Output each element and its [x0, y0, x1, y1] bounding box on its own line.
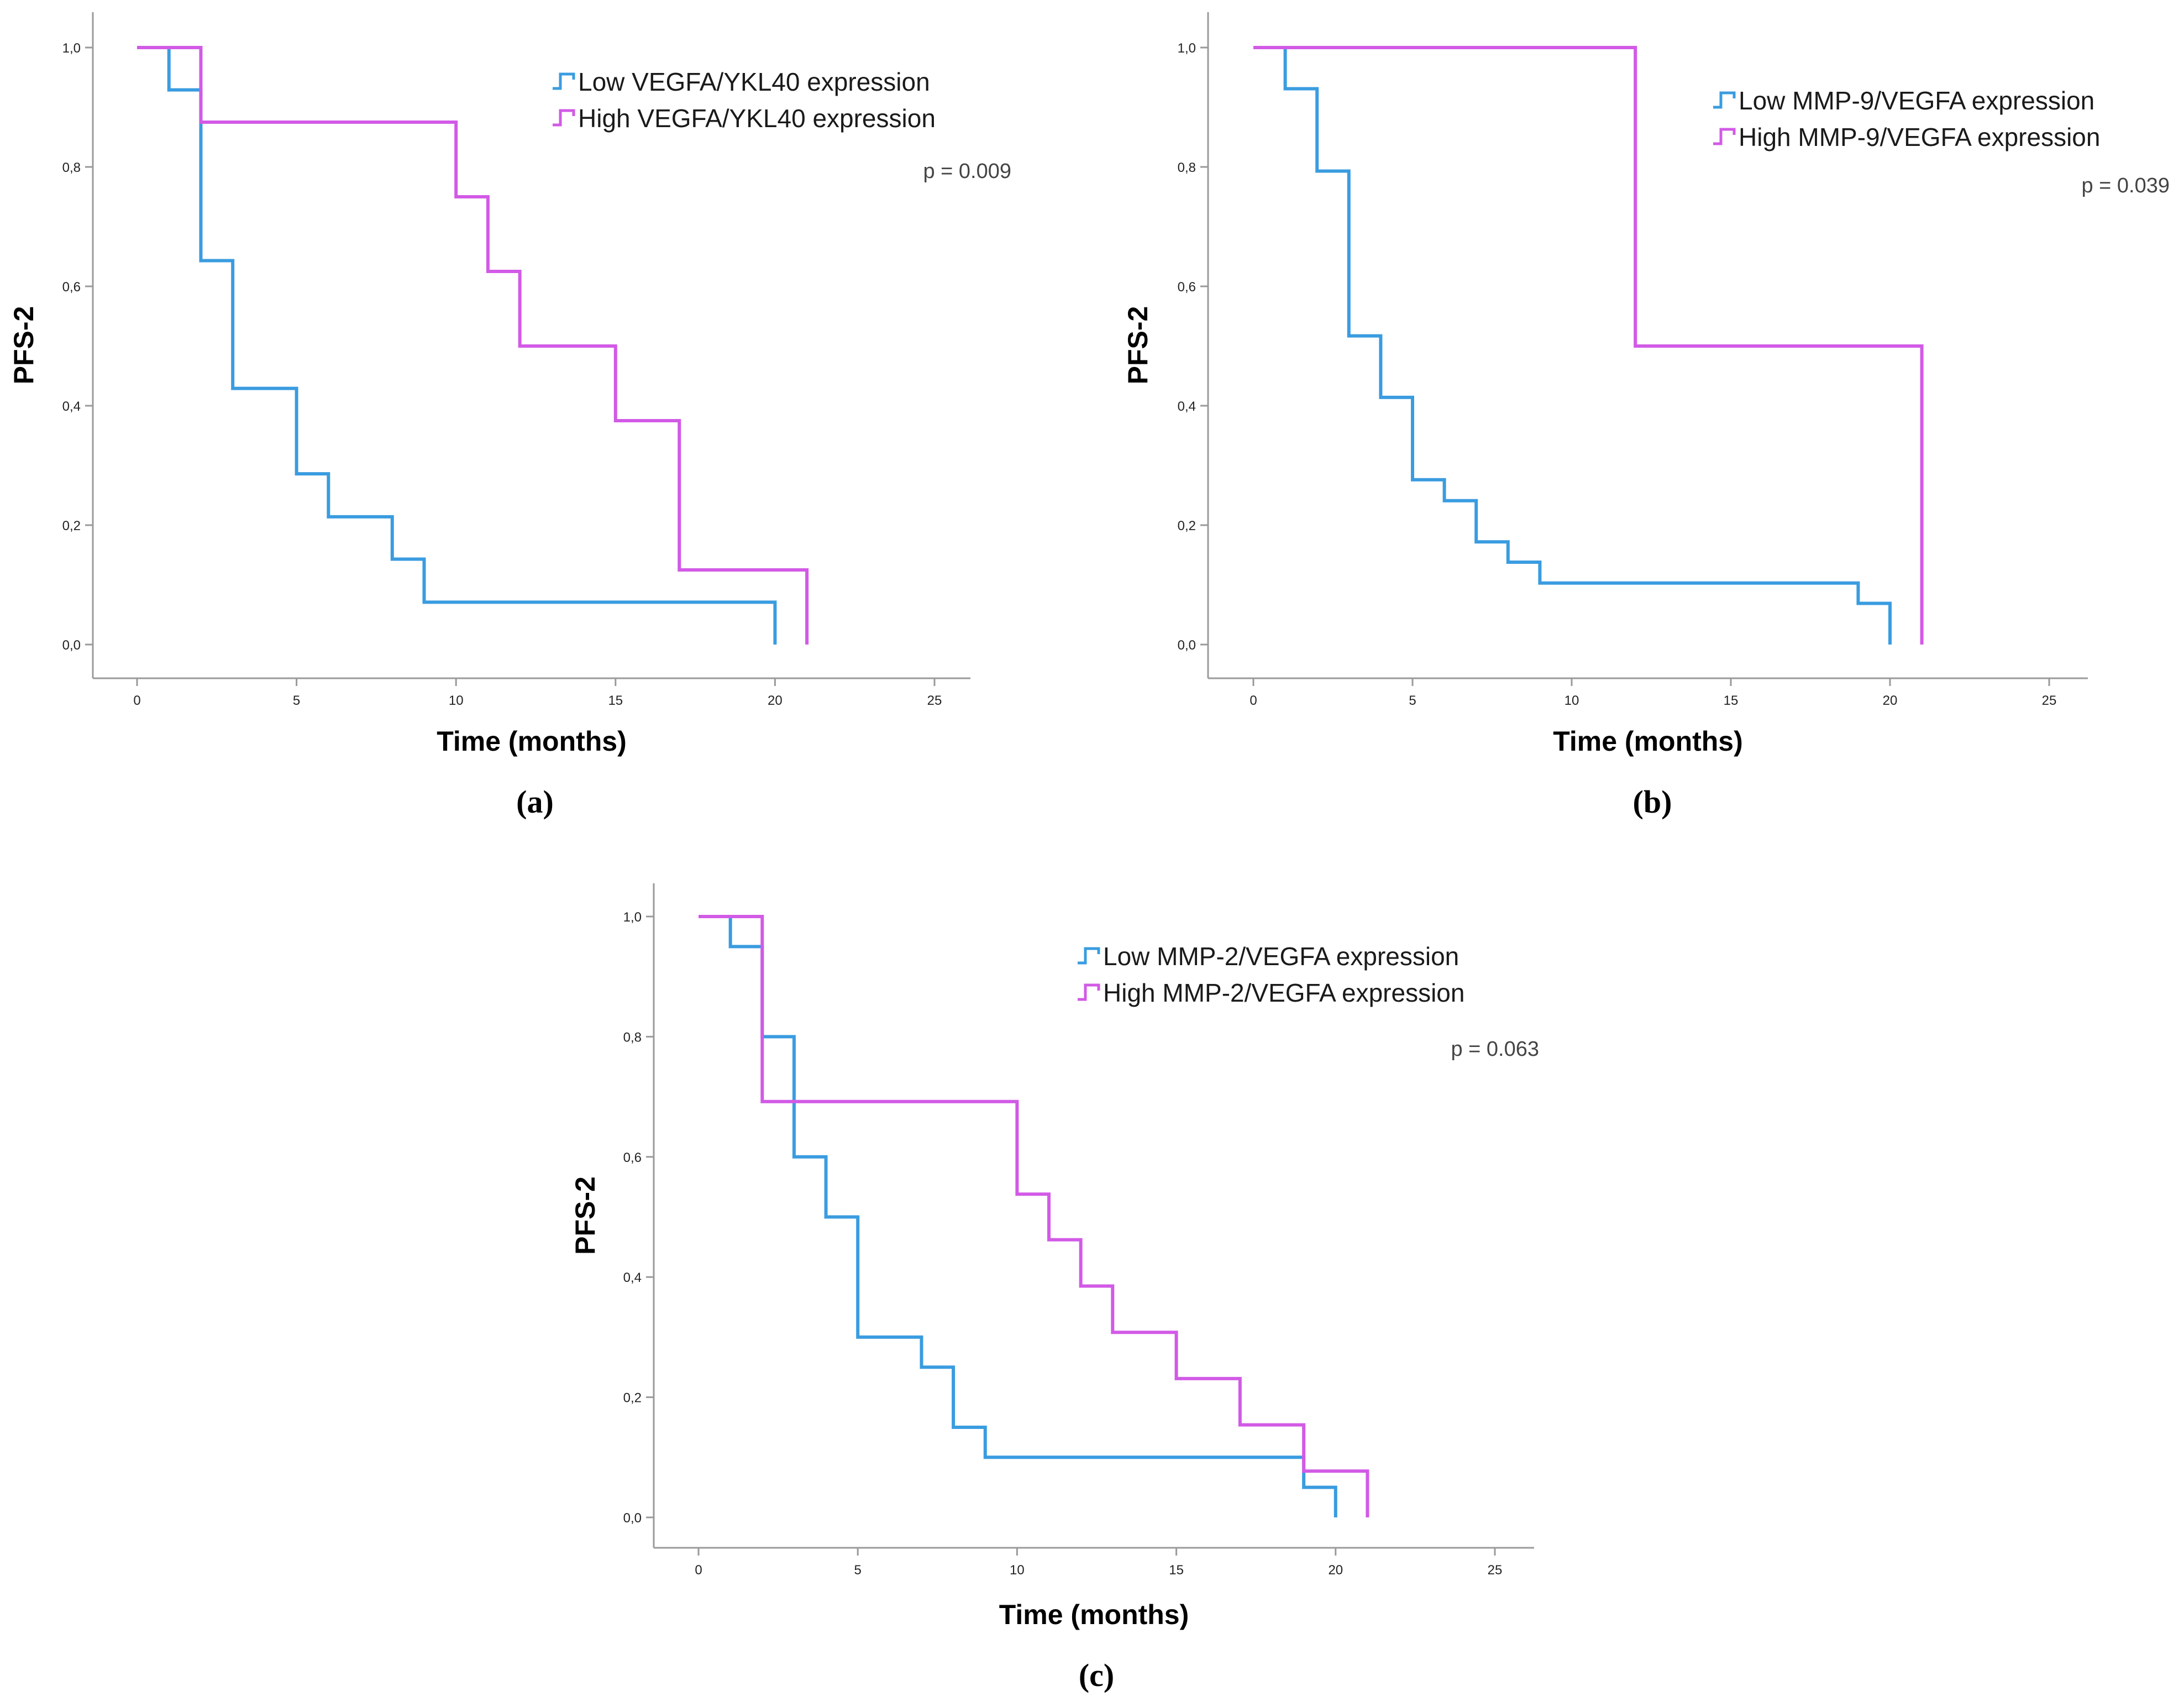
y-tick-label: 1,0: [623, 910, 642, 925]
x-axis-label: Time (months): [999, 1599, 1189, 1630]
y-tick-label: 0,0: [1178, 638, 1196, 653]
x-tick-label: 15: [1169, 1563, 1184, 1578]
x-tick-label: 25: [927, 693, 942, 708]
x-tick-label: 5: [1409, 693, 1416, 708]
y-tick-label: 0,6: [1178, 280, 1196, 295]
x-tick-label: 20: [768, 693, 783, 708]
y-tick-label: 0,6: [62, 280, 81, 295]
y-tick-label: 0,2: [62, 519, 81, 533]
x-tick-label: 5: [854, 1563, 862, 1578]
survival-curve-low: [137, 46, 777, 645]
panel-label: (a): [516, 784, 554, 820]
p-value-label: p = 0.009: [923, 160, 1011, 183]
legend-marker-high: [553, 109, 575, 127]
y-tick-label: 0,8: [1178, 160, 1196, 175]
x-tick-label: 25: [1488, 1563, 1503, 1578]
y-tick-label: 0,8: [62, 160, 81, 175]
x-tick-label: 25: [2042, 693, 2057, 708]
y-tick-label: 1,0: [62, 41, 81, 56]
legend-label-low: Low MMP-2/VEGFA expression: [1103, 942, 1459, 971]
x-tick-label: 15: [1724, 693, 1739, 708]
p-value-label: p = 0.039: [2081, 174, 2170, 197]
y-tick-label: 0,4: [623, 1270, 642, 1285]
chart-panel-c: 0,0 0,2 0,4 0,6 0,8 1,0 0 5 10 15 20 25 Time (months…: [570, 883, 1539, 1693]
y-axis-label: PFS-2: [1122, 306, 1153, 385]
chart-panel-a: 0,0 0,2 0,4 0,6 0,8 1,0 0 5 10 15 20 25 Time (months…: [8, 12, 1011, 820]
y-tick-label: 1,0: [1178, 41, 1196, 56]
legend-marker-low: [553, 72, 575, 90]
x-axis-label: Time (months): [437, 726, 627, 757]
survival-curve-high: [137, 46, 809, 645]
panel-label: (c): [1079, 1657, 1114, 1693]
legend-marker-high: [1078, 983, 1100, 1001]
x-tick-label: 0: [1250, 693, 1257, 708]
x-tick-label: 20: [1883, 693, 1898, 708]
legend-label-high: High VEGFA/YKL40 expression: [578, 104, 936, 133]
p-value-label: p = 0.063: [1451, 1038, 1539, 1061]
x-tick-label: 0: [133, 693, 140, 708]
survival-curve-low: [1253, 46, 1892, 645]
x-tick-label: 0: [695, 1563, 702, 1578]
x-tick-label: 20: [1328, 1563, 1343, 1578]
x-tick-label: 5: [293, 693, 300, 708]
x-axis-label: Time (months): [1553, 726, 1743, 757]
x-tick-label: 15: [608, 693, 623, 708]
y-axis-label: PFS-2: [570, 1176, 601, 1255]
y-tick-label: 0,8: [623, 1030, 642, 1045]
y-tick-label: 0,2: [1178, 519, 1196, 533]
legend-marker-low: [1078, 947, 1100, 965]
y-tick-label: 0,0: [623, 1511, 642, 1526]
survival-curve-high: [699, 915, 1369, 1517]
x-tick-label: 10: [1010, 1563, 1025, 1578]
y-tick-label: 0,4: [62, 399, 81, 414]
x-tick-label: 10: [449, 693, 464, 708]
y-tick-label: 0,4: [1178, 399, 1196, 414]
panel-label: (b): [1633, 784, 1672, 820]
legend-label-high: High MMP-9/VEGFA expression: [1739, 123, 2100, 151]
x-tick-label: 10: [1565, 693, 1579, 708]
y-axis-label: PFS-2: [8, 306, 39, 385]
legend-label-high: High MMP-2/VEGFA expression: [1103, 978, 1464, 1007]
legend-label-low: Low VEGFA/YKL40 expression: [578, 67, 930, 96]
survival-curve-high: [1253, 46, 1924, 645]
legend-marker-low: [1713, 91, 1736, 109]
y-tick-label: 0,2: [623, 1391, 642, 1406]
legend-marker-high: [1713, 128, 1736, 145]
y-tick-label: 0,0: [62, 638, 81, 653]
y-tick-label: 0,6: [623, 1150, 642, 1165]
chart-panel-b: 0,0 0,2 0,4 0,6 0,8 1,0 0 5 10 15 20 25 Time (months…: [1122, 12, 2170, 820]
legend-label-low: Low MMP-9/VEGFA expression: [1739, 86, 2094, 115]
